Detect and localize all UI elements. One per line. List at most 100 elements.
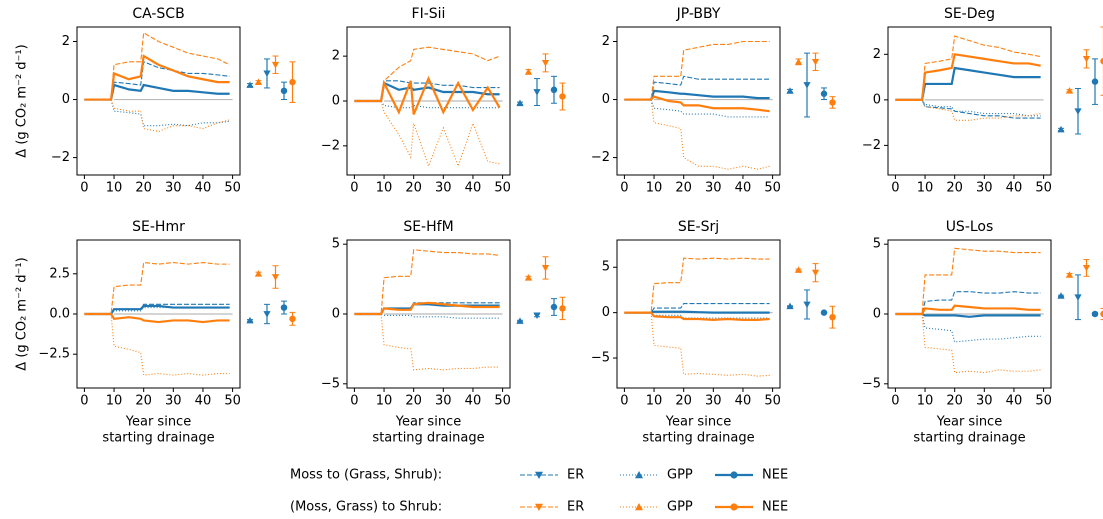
x-tick-label: 50 [224,181,241,196]
y-tick-label: 0 [332,94,340,109]
summary-marker [1065,87,1074,94]
panel-title: SE-HfM [403,219,453,235]
x-tick-label: 10 [646,394,663,409]
y-tick-label: 0.0 [49,307,70,322]
summary-marker [803,301,811,309]
summary-marker [246,81,254,88]
series-line [624,40,770,101]
x-tick-label: 10 [106,394,123,409]
x-tick-label: 40 [195,181,212,196]
x-tick-label: 20 [135,394,152,409]
x-tick-label: 0 [891,181,899,196]
summary-marker [1100,57,1103,65]
legend-marker [535,471,543,479]
summary-marker [280,304,288,311]
summary-marker [1082,55,1091,63]
y-tick-label: −2 [321,138,340,153]
y-tick-label: −2 [862,138,881,153]
x-tick-label: 10 [917,181,934,196]
summary-marker [829,313,836,321]
legend-label: GPP [667,500,693,515]
series-line [84,98,230,127]
axes-frame [616,26,781,176]
series-line [624,303,770,314]
series-line [895,304,1041,316]
x-tick-label: 20 [675,181,692,196]
x-tick-label: 0 [620,394,628,409]
legend-marker [730,471,738,479]
summary-marker [1100,310,1103,318]
summary-marker [516,99,524,107]
summary-marker [786,302,794,310]
x-tick-label: 40 [1006,181,1023,196]
y-tick-label: −5 [321,376,340,391]
series-line [895,99,1041,117]
legend-marker [635,503,643,511]
y-tick-label: 2 [602,34,610,49]
x-tick-label: 20 [946,181,963,196]
x-tick-label: 20 [675,394,692,409]
axes-frame [887,26,1052,176]
x-tick-label: 10 [917,394,934,409]
y-axis-label: Δ (g CO₂ m⁻² d⁻¹) [15,44,30,157]
summary-marker [811,58,820,66]
y-tick-label: −5 [862,376,881,391]
series-line [895,99,1041,121]
summary-marker [811,269,820,277]
series-line [84,83,230,101]
y-tick-label: 5 [602,260,610,275]
summary-marker [1065,271,1074,278]
summary-marker [1091,310,1099,318]
summary-marker [803,82,811,89]
y-tick-label: 5 [873,237,881,252]
x-tick-label: 0 [891,394,899,409]
series-line [354,303,500,316]
summary-marker [263,70,271,78]
series-line [84,313,230,376]
series-line [624,311,770,322]
x-axis-label: Year since [125,415,191,430]
series-line [895,66,1041,101]
y-tick-label: 2 [62,34,70,49]
y-tick-label: 2 [873,47,881,62]
x-tick-label: 50 [1035,394,1052,409]
series-line [895,313,1041,343]
summary-marker [550,86,558,94]
series-line [354,81,500,103]
series-line [895,312,1041,318]
summary-marker [1057,125,1065,133]
x-tick-label: 0 [350,394,358,409]
series-line [895,35,1041,101]
summary-marker [820,90,828,97]
series-line [624,89,770,101]
series-line [354,75,501,115]
series-line [895,247,1041,315]
summary-marker [254,270,263,277]
series-line [624,98,770,170]
panel-title: CA-SCB [132,6,184,22]
summary-marker [541,59,550,67]
x-tick-label: 20 [946,394,963,409]
series-line [624,75,770,101]
series-line [895,99,1041,119]
summary-marker [1091,78,1099,85]
y-tick-label: 2.5 [49,266,70,281]
legend-label: NEE [762,468,788,483]
legend-marker [730,503,738,511]
x-tick-label: 50 [494,394,511,409]
legend-label: ER [567,500,584,515]
series-line [624,257,770,314]
legend-label: GPP [667,468,693,483]
series-line [84,261,230,315]
series-line [84,54,230,101]
y-tick-label: −5 [591,351,610,366]
panel-title: JP-BBY [676,6,721,22]
summary-marker [550,303,558,311]
x-tick-label: 40 [735,181,752,196]
legend-group-label: (Moss, Grass) to Shrub: [290,500,442,515]
x-axis-label: starting drainage [102,431,214,446]
legend-group-label: Moss to (Grass, Shrub): [290,468,442,483]
summary-marker [559,93,566,100]
legend-label: NEE [762,500,788,515]
summary-marker [1057,292,1065,299]
